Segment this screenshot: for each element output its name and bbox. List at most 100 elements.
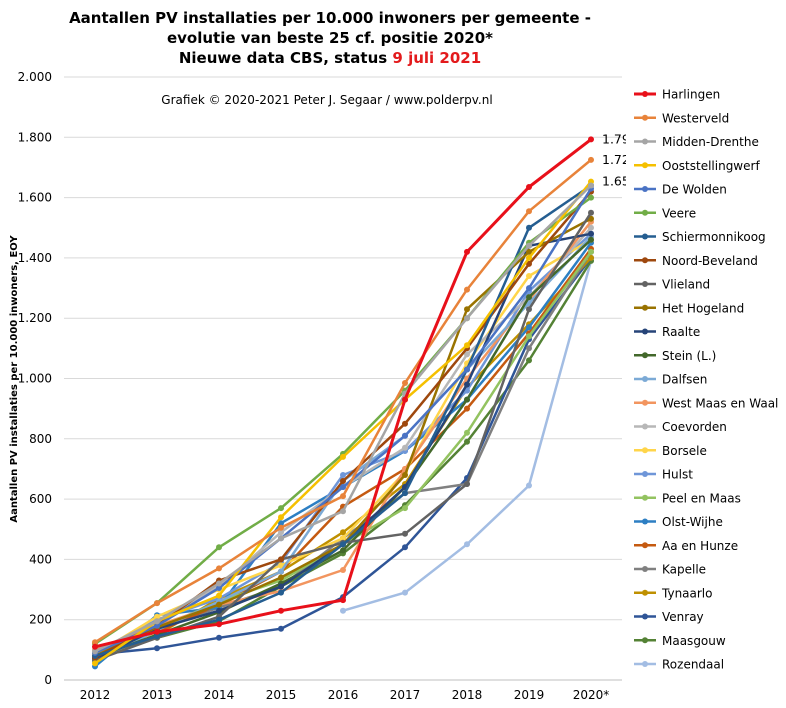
series-harlingen bbox=[92, 136, 594, 650]
chart-title-line3-prefix: Nieuwe data CBS, status bbox=[179, 49, 393, 67]
legend-item: Dalfsen bbox=[634, 373, 707, 387]
y-tick-label: 400 bbox=[29, 552, 52, 566]
legend-label: Coevorden bbox=[662, 420, 727, 434]
x-tick-label: 2019 bbox=[514, 688, 545, 702]
chart-title-date: 9 juli 2021 bbox=[392, 49, 481, 67]
data-point bbox=[402, 505, 408, 512]
legend-marker bbox=[642, 613, 648, 620]
legend-item: Hulst bbox=[634, 468, 693, 482]
data-point bbox=[154, 613, 160, 620]
data-point bbox=[216, 565, 222, 572]
y-tick-label: 1.200 bbox=[18, 311, 52, 325]
data-point bbox=[278, 574, 284, 581]
data-point bbox=[278, 524, 284, 531]
legend-item: Harlingen bbox=[634, 88, 720, 102]
data-point bbox=[464, 342, 470, 349]
data-point bbox=[588, 248, 594, 255]
data-point bbox=[278, 556, 284, 563]
legend-label: Raalte bbox=[662, 325, 700, 339]
legend-label: Hulst bbox=[662, 468, 693, 482]
legend-item: Aa en Hunze bbox=[634, 539, 738, 553]
data-point bbox=[340, 453, 346, 460]
legend-item: Veere bbox=[634, 206, 696, 220]
y-tick-label: 2.000 bbox=[18, 70, 52, 84]
data-point bbox=[340, 529, 346, 536]
series-westerveld bbox=[92, 156, 594, 646]
data-point bbox=[340, 493, 346, 500]
data-point bbox=[278, 583, 284, 590]
legend-marker bbox=[642, 376, 648, 382]
data-point bbox=[464, 315, 470, 322]
data-point bbox=[464, 481, 470, 487]
legend-marker bbox=[642, 257, 648, 264]
data-point bbox=[588, 136, 594, 143]
legend-item: Tynaarlo bbox=[634, 586, 712, 600]
y-tick-label: 0 bbox=[44, 673, 52, 687]
data-point bbox=[402, 444, 408, 451]
data-point bbox=[154, 628, 160, 635]
data-point bbox=[402, 589, 408, 596]
legend-label: Stein (L.) bbox=[662, 349, 716, 363]
data-point bbox=[464, 351, 470, 358]
data-point bbox=[526, 184, 532, 190]
data-point bbox=[216, 634, 222, 641]
legend-label: Veere bbox=[662, 206, 696, 220]
data-point bbox=[216, 544, 222, 551]
legend-item: De Wolden bbox=[634, 183, 727, 197]
legend-marker bbox=[642, 589, 648, 596]
data-point bbox=[526, 357, 532, 364]
legend-marker bbox=[642, 328, 648, 335]
legend-item: Midden-Drenthe bbox=[634, 135, 759, 149]
data-point bbox=[278, 529, 284, 536]
legend-item: Het Hogeland bbox=[634, 301, 744, 315]
legend-label: Rozendaal bbox=[662, 658, 724, 672]
data-point bbox=[402, 544, 408, 551]
x-tick-label: 2017 bbox=[390, 688, 421, 702]
legend-item: Stein (L.) bbox=[634, 349, 716, 363]
legend-marker bbox=[642, 162, 648, 169]
data-point bbox=[402, 380, 408, 386]
legend-label: Venray bbox=[662, 610, 704, 624]
data-point bbox=[340, 541, 346, 548]
legend-marker bbox=[642, 399, 648, 406]
legend-label: Ooststellingwerf bbox=[662, 159, 760, 173]
legend-label: Schiermonnikoog bbox=[662, 230, 766, 244]
data-point bbox=[340, 547, 346, 554]
data-point bbox=[154, 618, 160, 625]
series-lines bbox=[92, 136, 594, 670]
y-tick-label: 1.800 bbox=[18, 130, 52, 144]
legend-marker bbox=[642, 352, 648, 359]
chart-title-line3: Nieuwe data CBS, status 9 juli 2021 bbox=[179, 49, 481, 67]
legend-label: Kapelle bbox=[662, 563, 706, 577]
legend-marker bbox=[642, 281, 648, 287]
chart-credit: Grafiek © 2020-2021 Peter J. Segaar / ww… bbox=[161, 93, 492, 107]
data-point bbox=[464, 438, 470, 445]
data-point bbox=[526, 324, 532, 331]
chart-title-line2: evolutie van beste 25 cf. positie 2020* bbox=[167, 29, 493, 47]
data-point bbox=[340, 607, 346, 614]
x-tick-label: 2013 bbox=[142, 688, 173, 702]
x-tick-label: 2016 bbox=[328, 688, 359, 702]
data-point bbox=[464, 286, 470, 293]
legend-item: Schiermonnikoog bbox=[634, 230, 766, 244]
data-point bbox=[278, 505, 284, 512]
data-point bbox=[216, 580, 222, 587]
data-point bbox=[464, 396, 470, 403]
data-point bbox=[402, 396, 408, 403]
data-point bbox=[526, 306, 532, 313]
data-point bbox=[526, 248, 532, 255]
data-point bbox=[526, 260, 532, 267]
legend: Harlingen Westerveld Midden-Drenthe Oostste… bbox=[634, 88, 778, 672]
data-point bbox=[154, 600, 160, 607]
axes: 0 200 400 600 800 1.000 1.200 1.400 1.600 1.800 2.… bbox=[18, 70, 622, 702]
legend-item: Rozendaal bbox=[634, 658, 724, 672]
legend-item: Westerveld bbox=[634, 111, 729, 125]
data-point bbox=[588, 236, 594, 243]
data-point bbox=[464, 429, 470, 436]
y-tick-label: 1.400 bbox=[18, 251, 52, 265]
data-point bbox=[278, 520, 284, 527]
data-point bbox=[526, 345, 532, 352]
x-tick-label: 2018 bbox=[452, 688, 483, 702]
legend-label: De Wolden bbox=[662, 183, 727, 197]
data-point bbox=[588, 224, 594, 231]
